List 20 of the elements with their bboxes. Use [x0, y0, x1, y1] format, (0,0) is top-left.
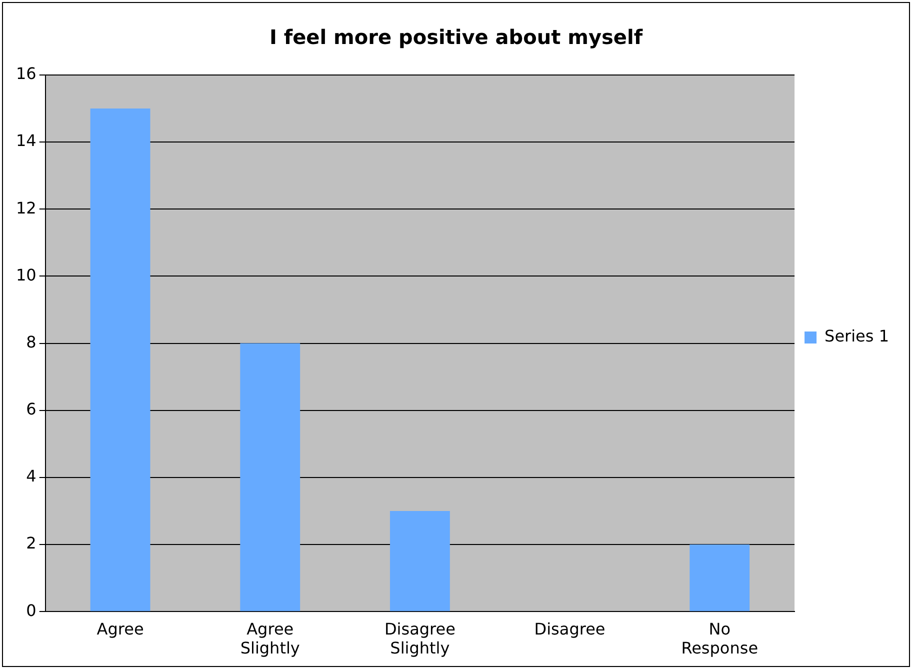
bar [690, 544, 750, 612]
y-tick-label: 4 [26, 466, 36, 486]
bar [240, 343, 300, 612]
y-tick-label: 2 [26, 534, 36, 553]
x-tick-label: Disagree [534, 619, 606, 638]
legend-label: Series 1 [824, 326, 889, 346]
bar [90, 108, 150, 612]
x-tick-label: Agree [96, 619, 144, 638]
y-tick-label: 10 [16, 265, 36, 284]
x-tick-label: Disagree Slightly [384, 619, 456, 658]
y-tick-label: 14 [16, 131, 36, 150]
y-tick-label: 0 [26, 600, 36, 620]
y-tick-label: 16 [16, 64, 36, 84]
y-tick-label: 12 [16, 198, 36, 218]
x-tick-label: No Response [681, 619, 758, 658]
x-tick-label: Agree Slightly [240, 619, 300, 658]
chart-title: I feel more positive about myself [269, 25, 643, 50]
y-tick-label: 8 [26, 332, 36, 352]
y-tick-label: 6 [26, 400, 36, 419]
bar [390, 510, 450, 612]
